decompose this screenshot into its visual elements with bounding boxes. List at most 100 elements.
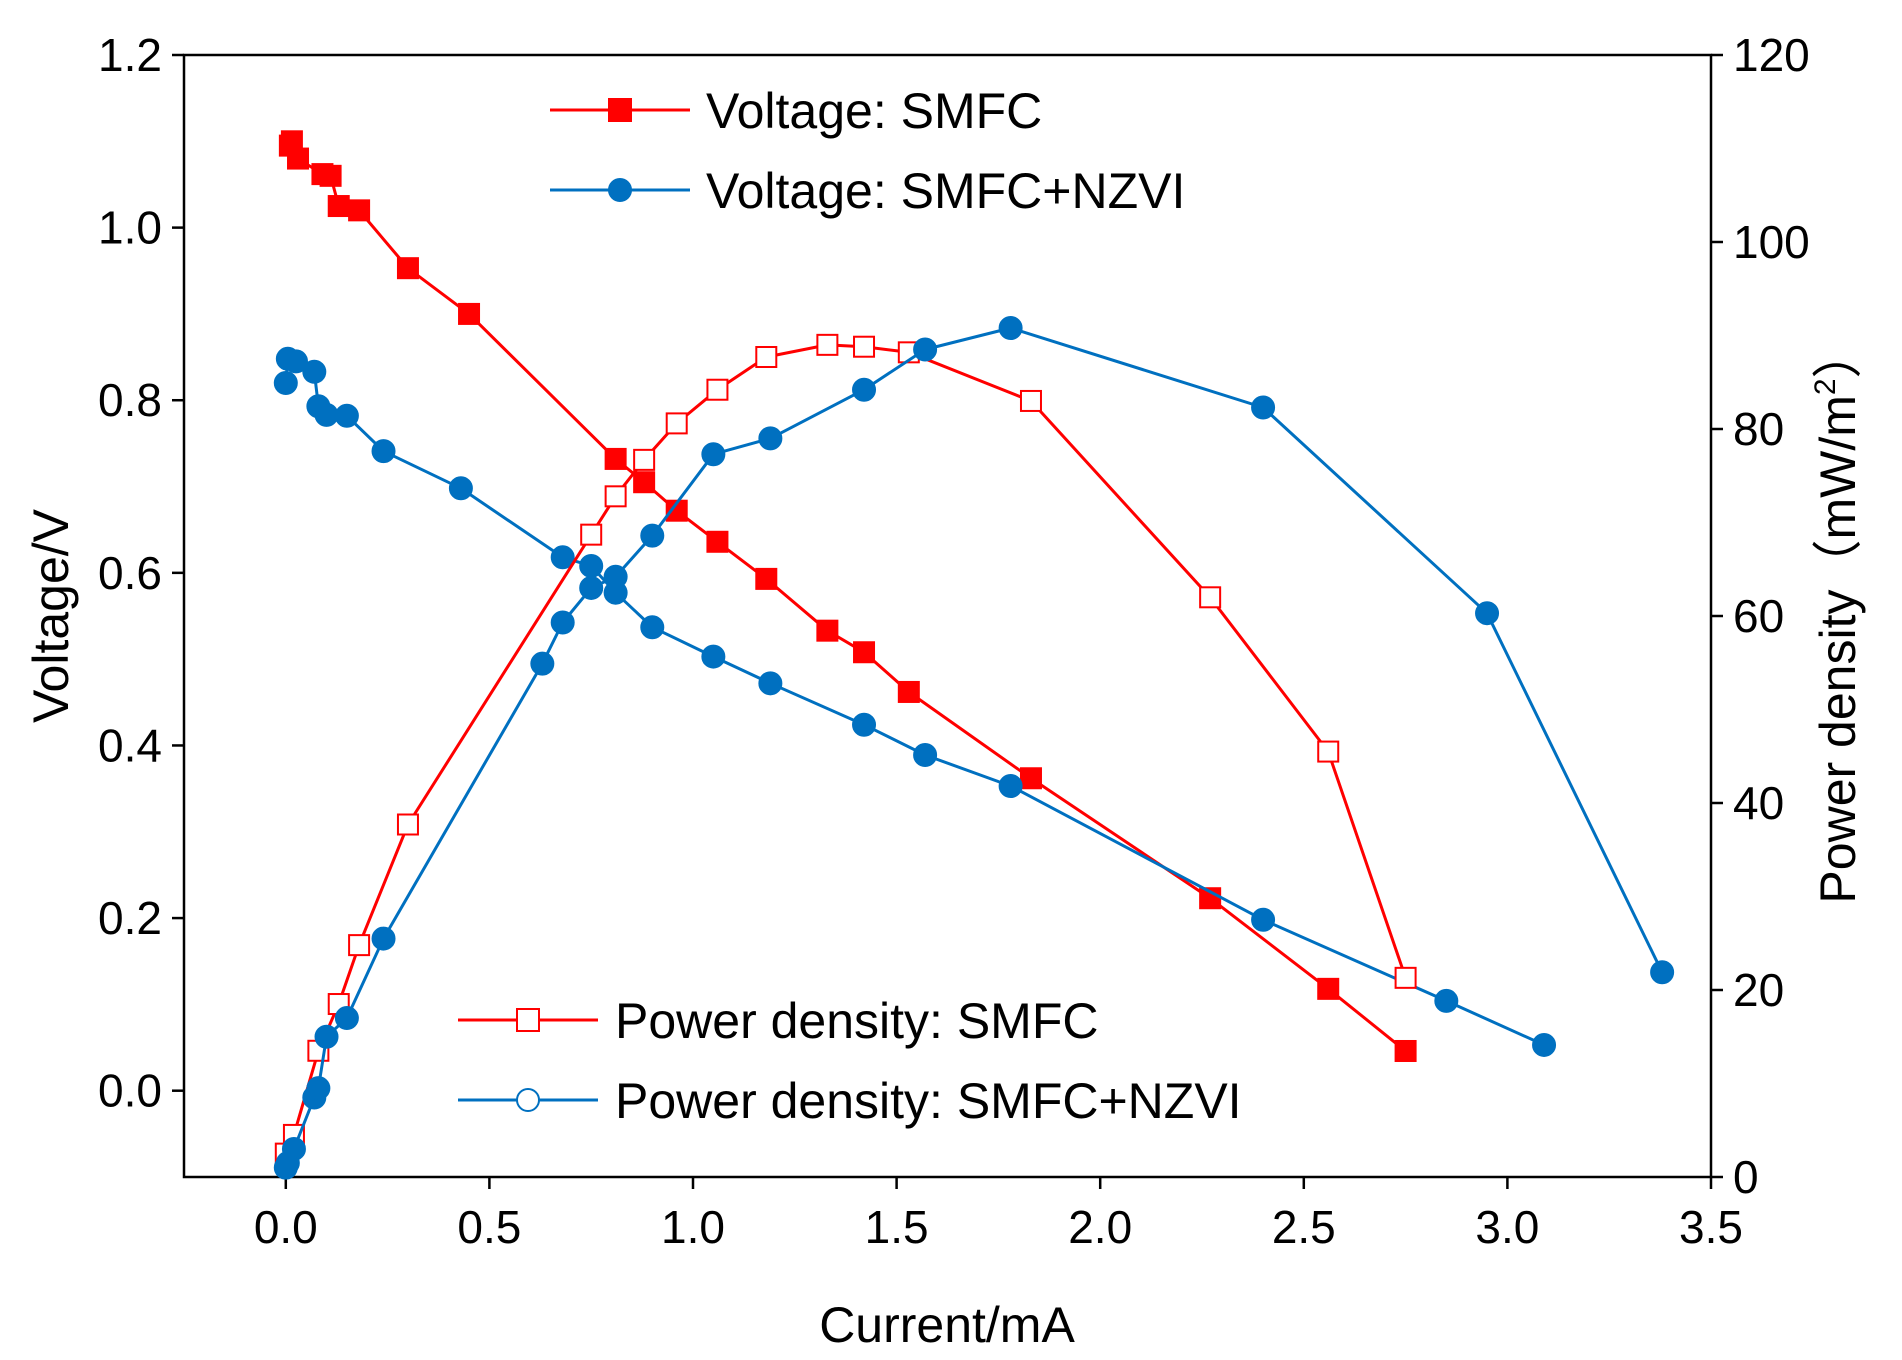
axis-ticks: 0.0 0.5 1.0 1.5 2.0 2.5 3.0 3.5 0.0 0.2 0.4 0.6 0.8 1… — [98, 29, 1810, 1253]
series-power-density-smfc-nzvi — [273, 316, 1675, 1180]
point-voltage-smfc-nzvi-15 — [852, 712, 877, 737]
point-power-density-smfc-9 — [665, 412, 688, 435]
legend-top: Voltage: SMFC Voltage: SMFC+NZVI — [550, 83, 1185, 219]
point-power-density-smfc-5 — [396, 813, 419, 836]
point-power-density-smfc-nzvi-8 — [530, 651, 555, 676]
point-power-density-smfc-nzvi-10 — [579, 575, 604, 600]
point-voltage-smfc-nzvi-16 — [913, 742, 938, 767]
x-tick-label-6: 3.0 — [1475, 1201, 1539, 1253]
point-voltage-smfc-nzvi-6 — [334, 403, 359, 428]
point-power-density-smfc-7 — [604, 485, 627, 508]
point-voltage-smfc-12 — [706, 530, 729, 553]
legend-label-power-smfc: Power density: SMFC — [615, 993, 1098, 1049]
point-power-density-smfc-nzvi-7 — [371, 926, 396, 951]
series-layer — [273, 130, 1675, 1180]
y-axis-title-right: Power density（mW/m2） — [1809, 328, 1866, 903]
point-power-density-smfc-nzvi-15 — [852, 377, 877, 402]
series-line-voltage-smfc — [288, 139, 1407, 1053]
point-power-density-smfc-nzvi-17 — [998, 316, 1023, 341]
y2-tick-label-2: 40 — [1733, 777, 1784, 829]
legend-label-voltage-nzvi: Voltage: SMFC+NZVI — [706, 163, 1185, 219]
point-voltage-smfc-14 — [816, 619, 839, 642]
point-voltage-smfc-nzvi-18 — [1251, 907, 1276, 932]
point-voltage-smfc-6 — [348, 199, 371, 222]
point-voltage-smfc-nzvi-5 — [314, 402, 339, 427]
point-power-density-smfc-nzvi-11 — [603, 564, 628, 589]
point-power-density-smfc-10 — [706, 378, 729, 401]
x-tick-label-7: 3.5 — [1679, 1201, 1743, 1253]
legend-label-voltage-smfc: Voltage: SMFC — [706, 83, 1042, 139]
point-power-density-smfc-13 — [853, 335, 876, 358]
point-voltage-smfc-nzvi-7 — [371, 439, 396, 464]
point-power-density-smfc-nzvi-4 — [306, 1076, 331, 1101]
y2-tick-label-6: 120 — [1733, 29, 1810, 81]
y2-tick-label-4: 80 — [1733, 403, 1784, 455]
point-voltage-smfc-nzvi-20 — [1532, 1032, 1557, 1057]
y-tick-label-1: 0.2 — [98, 892, 162, 944]
point-power-density-smfc-nzvi-13 — [701, 442, 726, 467]
legend-marker-power-nzvi — [516, 1088, 540, 1112]
x-axis-title: Current/mA — [819, 1297, 1075, 1353]
series-voltage-smfc-nzvi — [273, 346, 1557, 1057]
point-voltage-smfc-nzvi-10 — [579, 553, 604, 578]
point-power-density-smfc-nzvi-14 — [758, 426, 783, 451]
point-power-density-smfc-nzvi-2 — [281, 1136, 306, 1161]
x-tick-label-4: 2.0 — [1068, 1201, 1132, 1253]
point-power-density-smfc-nzvi-19 — [1475, 601, 1500, 626]
legend-marker-voltage-nzvi — [608, 178, 632, 202]
series-voltage-smfc — [278, 130, 1417, 1062]
point-power-density-smfc-nzvi-12 — [640, 523, 665, 548]
point-power-density-smfc-6 — [580, 523, 603, 546]
point-voltage-smfc-17 — [1019, 767, 1042, 790]
point-voltage-smfc-9 — [604, 447, 627, 470]
point-power-density-smfc-nzvi-5 — [314, 1024, 339, 1049]
point-power-density-smfc-16 — [1199, 586, 1222, 609]
y-tick-label-0: 0.0 — [98, 1065, 162, 1117]
y-axis-title-right-superscript: 2 — [1809, 378, 1842, 395]
point-power-density-smfc-nzvi-18 — [1251, 395, 1276, 420]
point-voltage-smfc-nzvi-17 — [998, 774, 1023, 799]
y-tick-label-6: 1.2 — [98, 29, 162, 81]
x-tick-label-0: 0.0 — [254, 1201, 318, 1253]
y2-tick-label-0: 0 — [1733, 1151, 1759, 1203]
y-axis-title-left: Voltage/V — [23, 508, 79, 723]
y-tick-label-5: 1.0 — [98, 202, 162, 254]
point-voltage-smfc-nzvi-3 — [302, 359, 327, 384]
y-tick-label-4: 0.8 — [98, 374, 162, 426]
point-voltage-smfc-19 — [1317, 977, 1340, 1000]
point-voltage-smfc-5 — [327, 195, 350, 218]
point-voltage-smfc-nzvi-12 — [640, 615, 665, 640]
point-voltage-smfc-nzvi-13 — [701, 644, 726, 669]
legend-marker-power-smfc — [516, 1008, 540, 1032]
point-voltage-smfc-nzvi-2 — [283, 349, 308, 374]
point-power-density-smfc-4 — [348, 934, 371, 957]
point-power-density-smfc-nzvi-6 — [334, 1006, 359, 1031]
x-tick-label-3: 1.5 — [865, 1201, 929, 1253]
point-voltage-smfc-nzvi-19 — [1434, 988, 1459, 1013]
point-power-density-smfc-nzvi-20 — [1650, 960, 1675, 985]
y2-tick-label-5: 100 — [1733, 216, 1810, 268]
point-voltage-smfc-13 — [755, 567, 778, 590]
point-power-density-smfc-11 — [755, 346, 778, 369]
point-voltage-smfc-4 — [319, 164, 342, 187]
point-voltage-smfc-15 — [853, 641, 876, 664]
point-power-density-smfc-nzvi-16 — [913, 337, 938, 362]
point-voltage-smfc-2 — [287, 147, 310, 170]
point-voltage-smfc-10 — [633, 471, 656, 494]
y2-tick-label-1: 20 — [1733, 964, 1784, 1016]
x-tick-label-1: 0.5 — [457, 1201, 521, 1253]
point-power-density-smfc-8 — [633, 448, 656, 471]
legend-bottom: Power density: SMFC Power density: SMFC+… — [458, 993, 1242, 1129]
point-voltage-smfc-nzvi-8 — [448, 476, 473, 501]
point-power-density-smfc-18 — [1394, 966, 1417, 989]
y-tick-label-3: 0.6 — [98, 547, 162, 599]
legend-label-power-nzvi: Power density: SMFC+NZVI — [615, 1073, 1242, 1129]
y-tick-label-2: 0.4 — [98, 719, 162, 771]
y2-tick-label-3: 60 — [1733, 590, 1784, 642]
point-voltage-smfc-nzvi-14 — [758, 671, 783, 696]
x-tick-label-5: 2.5 — [1272, 1201, 1336, 1253]
y-axis-title-right-main: Power density（mW/m — [1810, 395, 1866, 903]
point-voltage-smfc-16 — [897, 680, 920, 703]
point-voltage-smfc-nzvi-9 — [550, 545, 575, 570]
